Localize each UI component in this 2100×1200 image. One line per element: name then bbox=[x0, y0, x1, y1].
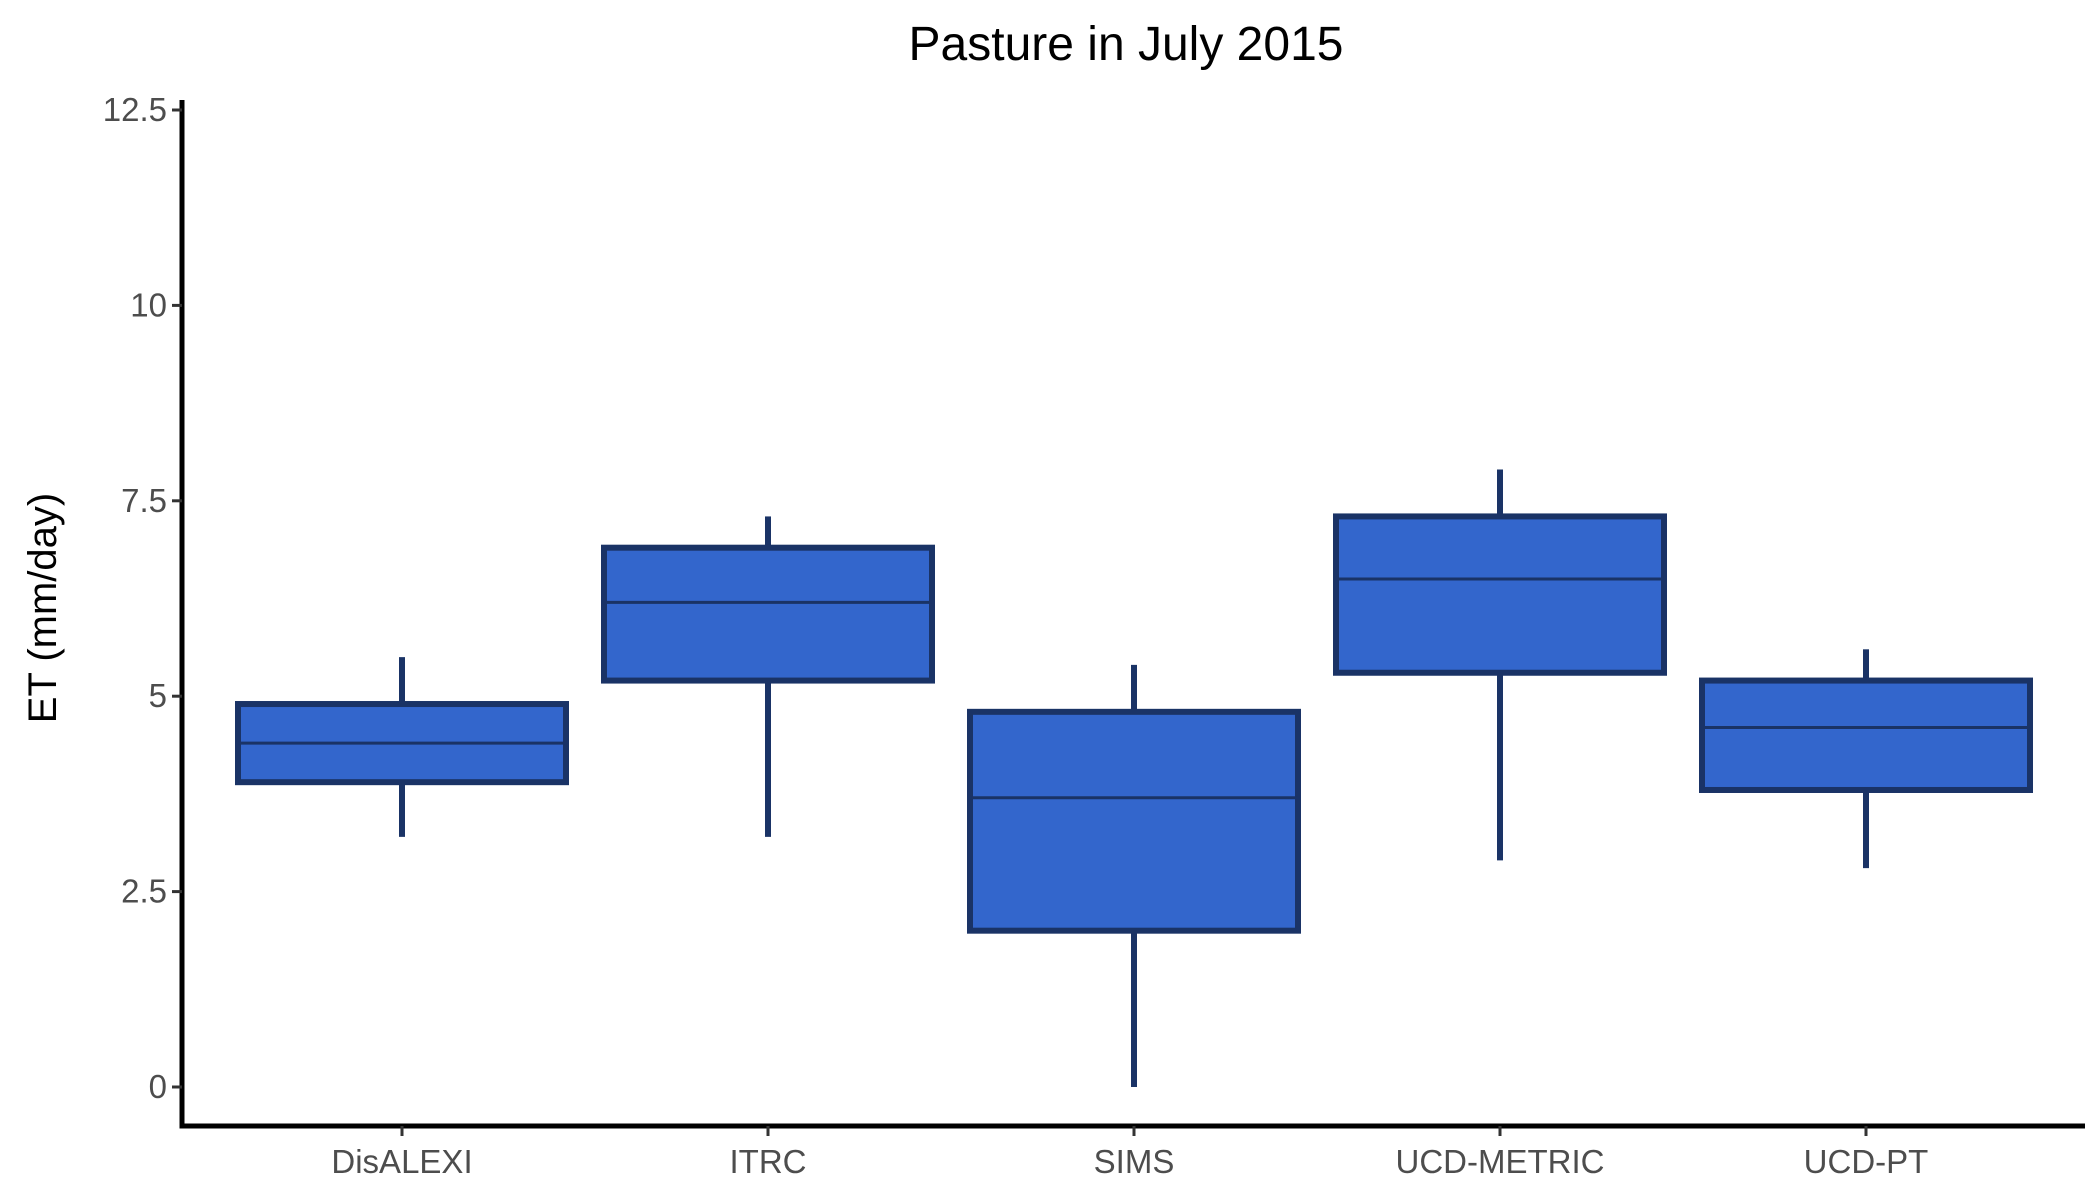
x-tick-label: ITRC bbox=[730, 1143, 807, 1180]
box-iqr bbox=[1699, 677, 2033, 793]
chart-title: Pasture in July 2015 bbox=[909, 18, 1344, 71]
y-tick-label: 2.5 bbox=[121, 873, 167, 910]
y-axis-label: ET (mm/day) bbox=[21, 493, 65, 723]
y-tick-label: 5 bbox=[149, 677, 167, 714]
box-group-sims bbox=[967, 664, 1301, 1087]
x-tick-label: UCD-METRIC bbox=[1396, 1143, 1605, 1180]
box-group-disalexi bbox=[235, 657, 569, 837]
x-tick-label: DisALEXI bbox=[331, 1143, 472, 1180]
y-tick-label: 0 bbox=[149, 1068, 167, 1105]
y-tick-label: 7.5 bbox=[121, 482, 167, 519]
box-group-ucd-pt bbox=[1699, 649, 2033, 869]
box-iqr bbox=[967, 708, 1301, 934]
box-iqr bbox=[1333, 513, 1667, 676]
y-axis: 0 2.5 5 7.5 10 12.5 bbox=[103, 91, 185, 1129]
y-tick-label: 10 bbox=[130, 286, 167, 323]
x-axis: DisALEXI ITRC SIMS UCD-METRIC UCD-PT bbox=[179, 1123, 2085, 1180]
box-group-ucd-metric bbox=[1333, 469, 1667, 861]
y-tick-label: 12.5 bbox=[103, 91, 167, 128]
plot-area bbox=[235, 469, 2033, 1087]
x-tick-label: UCD-PT bbox=[1804, 1143, 1929, 1180]
box-iqr bbox=[601, 544, 935, 684]
box-group-itrc bbox=[601, 516, 935, 837]
x-tick-label: SIMS bbox=[1094, 1143, 1175, 1180]
